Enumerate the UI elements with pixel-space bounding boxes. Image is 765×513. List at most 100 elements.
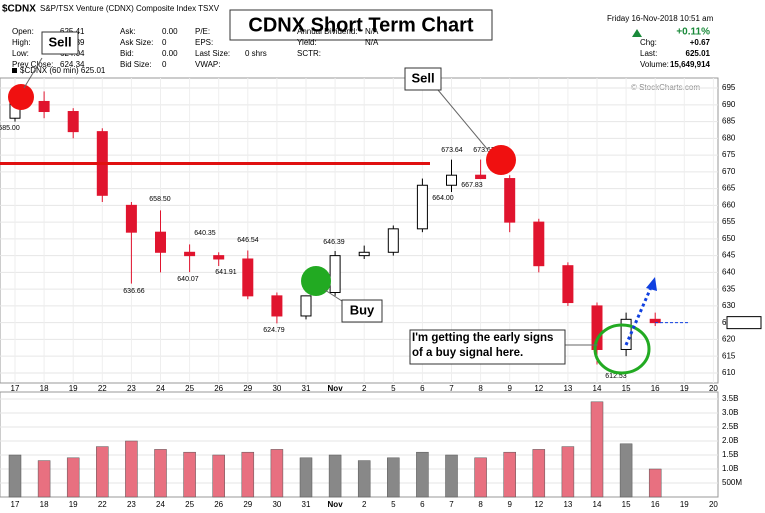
field-label: EPS: — [195, 38, 213, 47]
y-tick-label: 630 — [722, 301, 736, 310]
price-note: 640.07 — [177, 276, 199, 283]
volume-bar — [532, 449, 546, 498]
field-label: Prev Close: — [12, 60, 53, 69]
x-tick-label: 15 — [622, 384, 631, 393]
field-label: SCTR: — [297, 49, 321, 58]
field-label: Open: — [12, 27, 34, 36]
candle-body — [475, 174, 487, 180]
price-note: 640.35 — [194, 230, 216, 237]
x-tick-label: 20 — [709, 500, 718, 509]
callout-box — [41, 31, 79, 55]
volume-bar — [357, 460, 371, 498]
x-tick-label: 12 — [534, 384, 543, 393]
sell-marker — [8, 84, 34, 110]
x-tick-label: 19 — [680, 384, 689, 393]
candle-body — [416, 184, 428, 230]
x-tick-label: 7 — [449, 500, 454, 509]
buy-label: Buy — [350, 302, 375, 317]
price-note: 646.39 — [323, 239, 345, 246]
price-note: 664.00 — [432, 195, 454, 202]
y-tick-label: 675 — [722, 150, 736, 159]
note-wrap: I'm getting the early signs of a buy sig… — [412, 332, 553, 359]
y-tick-label: 685 — [722, 117, 736, 126]
volume-bar — [37, 460, 51, 498]
volume-bar — [270, 449, 284, 498]
x-tick-label: 7 — [449, 384, 454, 393]
x-tick-label: 6 — [420, 500, 425, 509]
sell-label: Sell — [411, 70, 434, 85]
volume-bar — [503, 451, 516, 498]
candle-body — [184, 251, 196, 257]
y-tick-label: 2.0B — [722, 436, 738, 445]
field-value: 0 — [162, 60, 167, 69]
chart-title: CDNX Short Term Chart — [248, 14, 474, 36]
field-value: N/A — [365, 27, 379, 36]
x-tick-label: 5 — [391, 384, 396, 393]
buy-marker — [301, 266, 331, 296]
price-note: 612.53 — [605, 373, 627, 380]
up-arrow — [632, 29, 642, 37]
price-note: 624.79 — [263, 327, 285, 334]
field-label: Yield: — [297, 38, 317, 47]
x-tick-label: Nov — [328, 384, 344, 393]
field-value: 624.34 — [60, 60, 85, 69]
volume-total: 15,649,914 — [670, 60, 711, 69]
y-tick-label: 695 — [722, 83, 736, 92]
candle-body — [620, 318, 632, 350]
x-tick-label: 30 — [272, 384, 281, 393]
volume-bar — [619, 443, 633, 498]
legend: $CDNX (60 min) 625.01 — [20, 66, 106, 75]
x-tick-label: 25 — [185, 384, 194, 393]
volume-bar — [416, 451, 429, 498]
x-tick-label: 23 — [127, 384, 136, 393]
candle-body — [591, 305, 603, 350]
sell-marker — [486, 145, 516, 175]
x-tick-label: 19 — [69, 500, 78, 509]
x-tick-label: 18 — [40, 384, 49, 393]
x-tick-label: 20 — [709, 384, 718, 393]
chg-label: Chg: — [640, 38, 657, 47]
volume-bar — [328, 454, 342, 498]
trend-arrow — [624, 284, 654, 346]
callout-box — [341, 299, 383, 323]
volume-bar — [66, 457, 80, 498]
y-tick-label: 655 — [722, 217, 736, 226]
field-value: 0 shrs — [245, 49, 267, 58]
x-tick-label: 17 — [11, 500, 20, 509]
field-label: P/E: — [195, 27, 210, 36]
price-note: 673.64 — [441, 147, 463, 154]
price-note: 636.66 — [123, 288, 145, 295]
field-label: Low: — [12, 49, 29, 58]
y-tick-label: 660 — [722, 200, 736, 209]
x-tick-label: 9 — [507, 500, 512, 509]
field-label: Ask Size: — [120, 38, 153, 47]
callout-line — [437, 89, 489, 151]
x-tick-label: 29 — [243, 500, 252, 509]
candle-body — [271, 295, 283, 317]
price-note: 641.91 — [215, 269, 237, 276]
x-tick-label: 26 — [214, 384, 223, 393]
x-tick-label: Nov — [328, 500, 344, 509]
x-tick-label: 22 — [98, 500, 107, 509]
candle-body — [38, 100, 50, 113]
x-tick-label: 24 — [156, 384, 165, 393]
legend-swatch — [12, 68, 17, 73]
x-tick-label: 29 — [243, 384, 252, 393]
last-label: Last: — [640, 49, 657, 58]
y-tick-label: 615 — [722, 351, 736, 360]
callout-box — [404, 67, 442, 91]
price-note: 673.67 — [473, 147, 495, 154]
candle-body — [504, 178, 516, 223]
volume-bar — [445, 454, 458, 498]
y-tick-label: 500M — [722, 478, 742, 487]
y-tick-label: 620 — [722, 335, 736, 344]
last-price-tag — [726, 316, 762, 330]
candle-body — [67, 111, 79, 133]
x-tick-label: 2 — [362, 384, 367, 393]
price-note: 646.54 — [237, 237, 259, 244]
y-tick-label: 645 — [722, 251, 736, 260]
x-tick-label: 17 — [11, 384, 20, 393]
y-tick-label: 665 — [722, 184, 736, 193]
x-tick-label: 18 — [40, 500, 49, 509]
title-box — [229, 9, 493, 41]
